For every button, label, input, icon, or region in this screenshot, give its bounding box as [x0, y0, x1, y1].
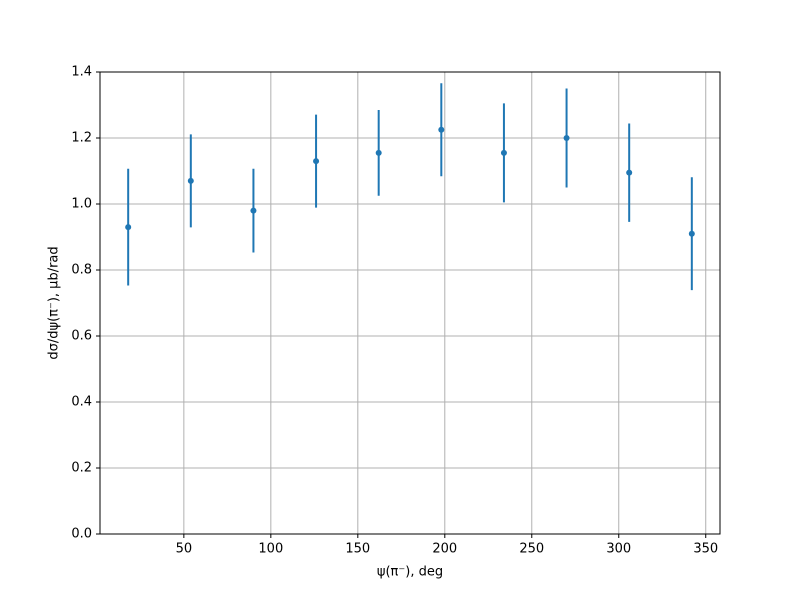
- x-tick-label: 350: [693, 542, 718, 557]
- x-tick-label: 250: [519, 542, 544, 557]
- data-point: [375, 149, 382, 156]
- plot-frame: [99, 71, 721, 535]
- x-axis-label: ψ(π⁻), deg: [377, 565, 443, 580]
- y-tick-label: 0.8: [71, 263, 92, 278]
- y-tick-label: 1.4: [71, 65, 92, 80]
- data-point: [500, 149, 507, 156]
- x-tick-label: 150: [345, 542, 370, 557]
- data-point: [187, 177, 194, 184]
- y-axis-label: dσ/dψ(π⁻), μb/rad: [47, 246, 62, 359]
- data-point: [626, 169, 633, 176]
- x-tick-label: 50: [176, 542, 193, 557]
- y-tick-label: 1.0: [71, 197, 92, 212]
- y-tick-label: 0.4: [71, 395, 92, 410]
- y-tick-label: 0.6: [71, 329, 92, 344]
- data-point: [563, 135, 570, 141]
- data-point: [313, 158, 320, 165]
- data-point: [250, 207, 257, 214]
- data-point: [438, 126, 445, 133]
- data-point: [125, 224, 132, 231]
- y-tick-label: 0.2: [71, 461, 92, 476]
- y-tick-label: 1.2: [71, 131, 92, 146]
- x-tick-label: 300: [606, 542, 631, 557]
- x-tick-label: 100: [258, 542, 283, 557]
- data-point: [688, 230, 695, 237]
- x-tick-label: 200: [432, 542, 457, 557]
- y-tick-label: 0.0: [71, 527, 92, 542]
